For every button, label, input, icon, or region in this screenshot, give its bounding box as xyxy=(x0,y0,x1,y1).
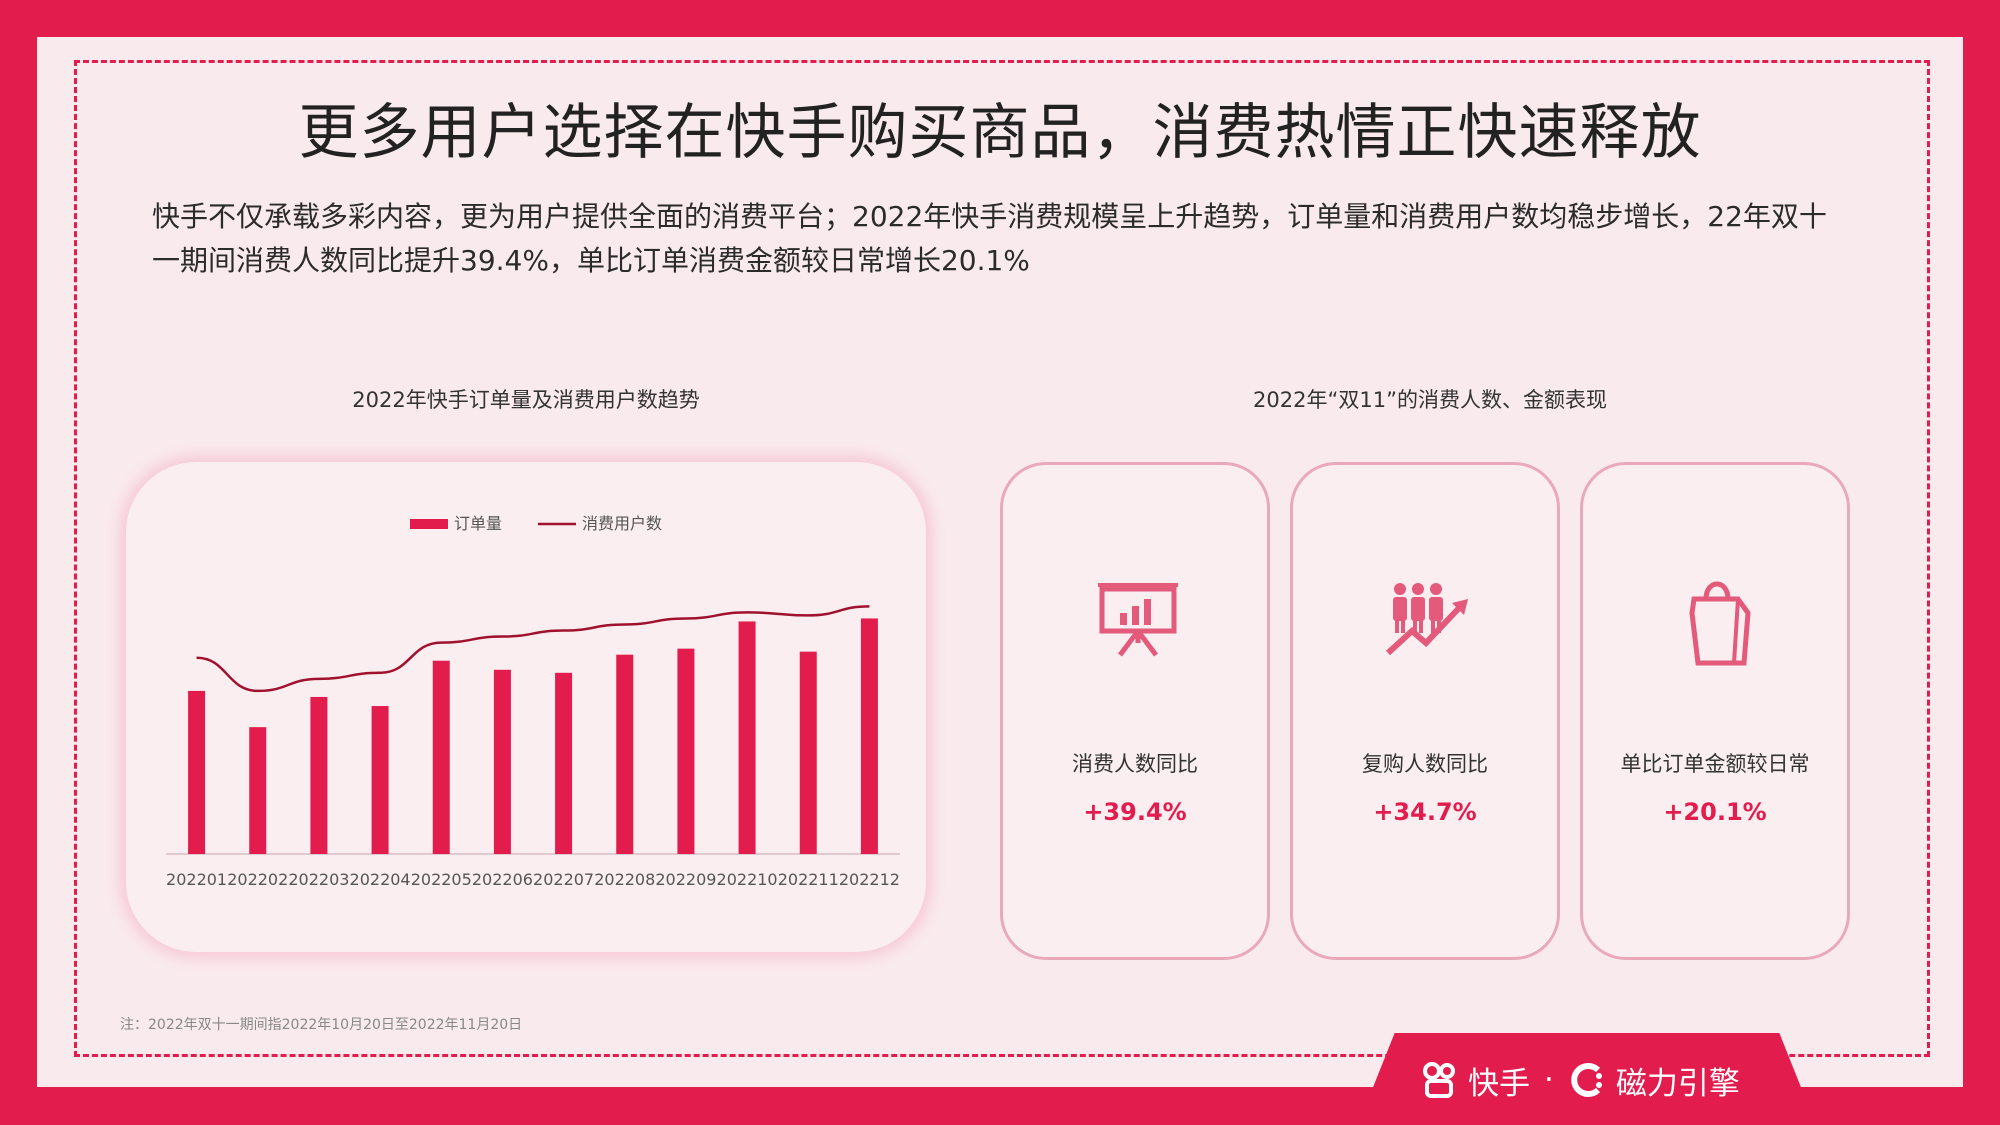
brand-logo: 快手 · 磁力引擎 xyxy=(1420,1058,1760,1102)
bar-202203 xyxy=(310,696,328,854)
bar-202204 xyxy=(371,706,389,854)
brand-name-cili: 磁力引擎 xyxy=(1615,1065,1740,1102)
stat-card-consumers: 消费人数同比 +39.4% xyxy=(1000,462,1270,960)
cili-engine-logo-icon xyxy=(1571,1063,1602,1097)
brand-separator: · xyxy=(1544,1062,1554,1098)
stat-label: 消费人数同比 xyxy=(1072,752,1198,776)
brand-name-kuaishou: 快手 xyxy=(1468,1065,1530,1102)
shopping-bag-icon xyxy=(1689,581,1751,666)
x-tick-label: 202203 xyxy=(288,870,349,889)
stat-label: 单比订单金额较日常 xyxy=(1620,752,1810,776)
stat-card-order-amount: 单比订单金额较日常 +20.1% xyxy=(1580,462,1850,960)
chart-card: 202201 202202 202203 202204 202205 202206 2022… xyxy=(126,462,926,952)
stat-label: 复购人数同比 xyxy=(1362,752,1488,776)
intro-paragraph: 快手不仅承载多彩内容，更为用户提供全面的消费平台；2022年快手消费规模呈上升趋… xyxy=(152,200,1827,277)
bar-202208 xyxy=(616,654,634,854)
stat-value: +34.7% xyxy=(1373,798,1477,826)
x-tick-label: 202208 xyxy=(594,870,655,889)
x-tick-label: 202209 xyxy=(655,870,716,889)
legend-swatch-bar xyxy=(410,519,448,529)
bar-202205 xyxy=(432,660,450,854)
left-section-title: 2022年快手订单量及消费用户数趋势 xyxy=(352,388,700,412)
right-section-title: 2022年“双11”的消费人数、金额表现 xyxy=(1253,388,1607,412)
x-tick-label: 202202 xyxy=(227,870,288,889)
x-tick-label: 202210 xyxy=(717,870,778,889)
x-tick-label: 202201 xyxy=(166,870,227,889)
legend-label-bar: 订单量 xyxy=(454,514,502,533)
bar-202206 xyxy=(493,669,511,854)
footnote: 注：2022年双十一期间指2022年10月20日至2022年11月20日 xyxy=(120,1017,523,1033)
bar-202202 xyxy=(249,727,267,854)
dashed-border xyxy=(74,60,1930,1057)
bar-202212 xyxy=(860,618,878,854)
x-tick-label: 202205 xyxy=(411,870,472,889)
x-tick-label: 202212 xyxy=(839,870,900,889)
kuaishou-logo-icon xyxy=(1423,1062,1455,1098)
people-growth-icon xyxy=(1385,583,1468,656)
x-tick-label: 202206 xyxy=(472,870,533,889)
bar-202210 xyxy=(738,621,756,854)
bar-202209 xyxy=(677,648,695,854)
x-tick-label: 202207 xyxy=(533,870,594,889)
stat-card-repurchase: 复购人数同比 +34.7% xyxy=(1290,462,1560,960)
legend-label-line: 消费用户数 xyxy=(582,514,662,533)
trend-chart: 202201 202202 202203 202204 202205 202206 2022… xyxy=(166,514,900,889)
stat-value: +39.4% xyxy=(1083,798,1187,826)
x-tick-label: 202204 xyxy=(350,870,411,889)
presentation-chart-icon xyxy=(1098,583,1178,657)
stat-value: +20.1% xyxy=(1663,798,1767,826)
line-series-消费用户数 xyxy=(196,605,870,693)
page-title: 更多用户选择在快手购买商品，消费热情正快速释放 xyxy=(298,98,1702,168)
bar-202211 xyxy=(799,651,817,854)
bar-202207 xyxy=(555,672,573,854)
x-tick-label: 202211 xyxy=(778,870,839,889)
bar-202201 xyxy=(188,690,206,854)
